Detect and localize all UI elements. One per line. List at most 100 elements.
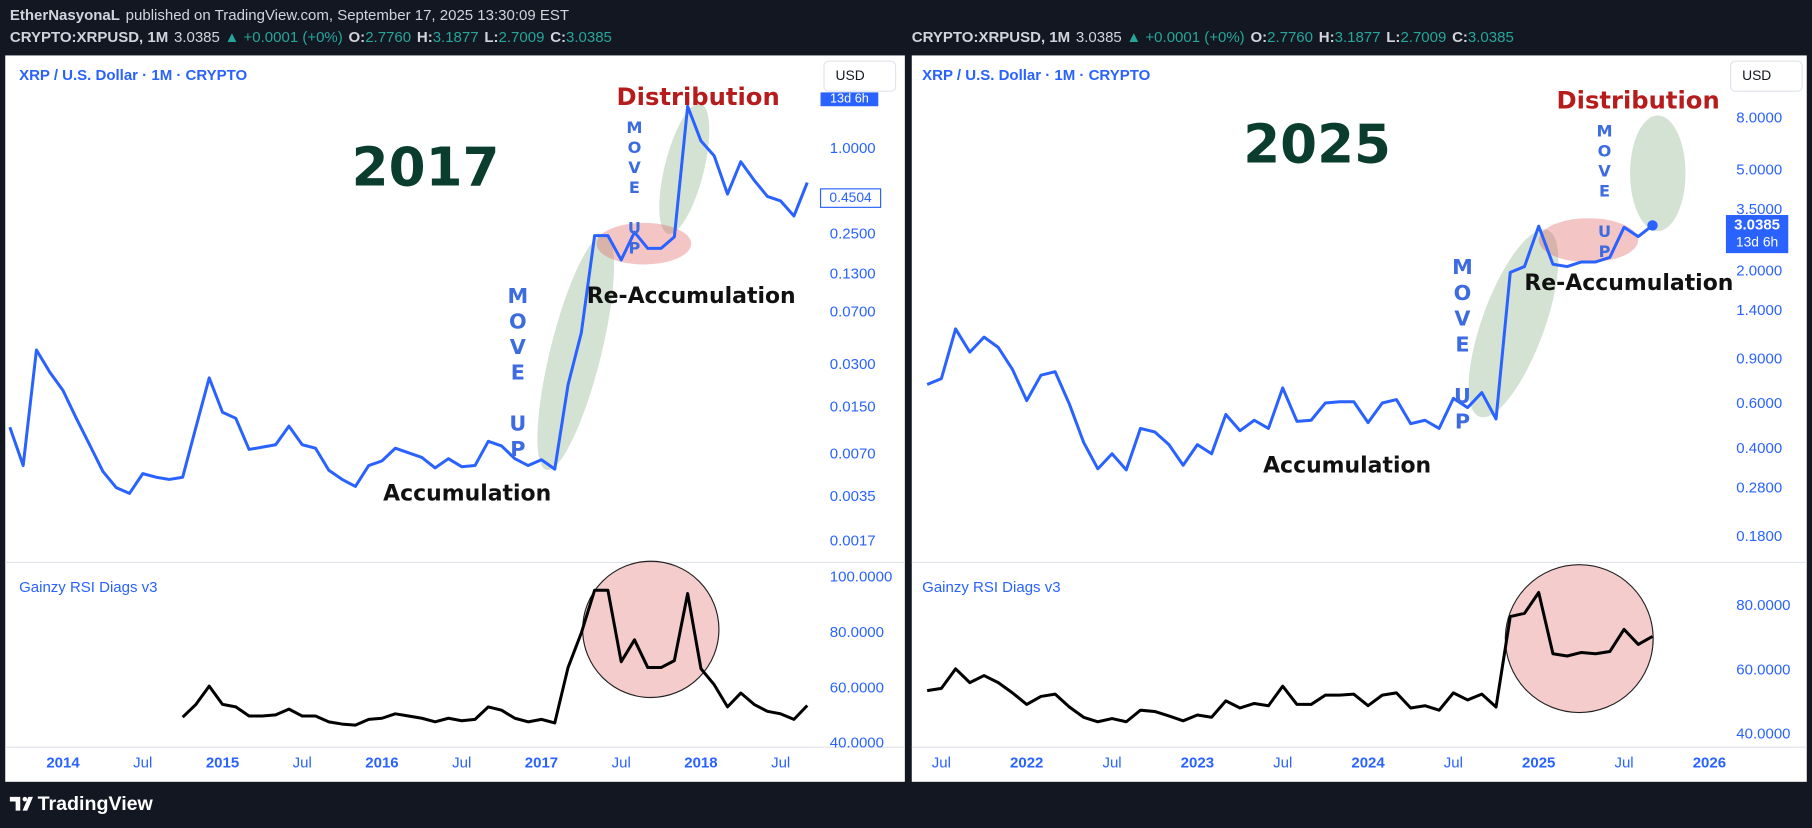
x-tick-label: Jul [1444,754,1463,771]
last-point [1647,220,1658,231]
logo-text: TradingView [38,793,154,815]
annotation: Re-Accumulation [587,284,796,309]
ohlc-value: 3.0385 [566,29,612,46]
x-tick-label: Jul [1614,754,1633,771]
ohlc-label: L: [484,29,498,46]
annotation: Re-Accumulation [1524,271,1733,296]
footer-logo: TradingView [9,793,154,815]
ohlc-value: 3.1877 [1335,29,1381,46]
x-tick-label: Jul [771,754,790,771]
y-tick-label: 0.0017 [830,533,876,550]
symbol: CRYPTO:XRPUSD, 1M [912,29,1070,46]
y-tick-label: 1.4000 [1736,302,1782,319]
symbol-legend: CRYPTO:XRPUSD, 1M 3.0385 ▲ +0.0001 (+0%) O:… [10,29,612,46]
price-tag-label: 3.0385 [1734,216,1780,233]
y2-tick-label: 60.0000 [1736,661,1790,678]
x-tick-label: Jul [1102,754,1121,771]
y-tick-label: 0.1300 [830,266,876,283]
ohlc-value: 2.7009 [1400,29,1446,46]
publish-line: EtherNasyonaL published on TradingView.co… [10,7,569,24]
y2-tick-label: 80.0000 [1736,597,1790,614]
currency-label[interactable]: USD [836,67,865,83]
vertical-annotation: MOVE UP [1450,255,1474,435]
chart-title: 2025 [1243,113,1391,175]
logo-icon [9,796,33,811]
rsi-line [926,590,1654,724]
currency-label[interactable]: USD [1742,67,1771,83]
annotation: Accumulation [1263,454,1431,479]
series-legend: Gainzy RSI Diags v3 [19,579,157,596]
series-group [8,104,809,495]
vertical-annotation: MOVE UP [506,284,530,463]
price-tag [819,188,882,208]
highlight-ellipse [659,103,710,234]
ohlc-label: C: [550,29,566,46]
x-tick-label: Jul [932,754,951,771]
x-tick-label: Jul [452,754,471,771]
x-tick-label: 2018 [684,754,717,771]
y-tick-label: 0.6000 [1736,395,1782,412]
ohlc-value: 3.1877 [433,29,479,46]
published: published on TradingView.com, September … [126,7,569,24]
ohlc-value: 2.7009 [499,29,545,46]
currency-button[interactable] [823,60,897,92]
y2-tick-label: 40.0000 [830,735,884,752]
ohlc-label: O: [1250,29,1267,46]
ohlc-value: 3.0385 [1468,29,1514,46]
x-tick-label: 2026 [1693,754,1726,771]
x-tick-label: 2016 [365,754,398,771]
annotation: Distribution [617,82,780,111]
y-tick-label: 0.4000 [1736,440,1782,457]
price-line [926,224,1654,472]
last-value: 3.0385 [174,29,220,46]
annotation: Distribution [1557,86,1720,115]
highlight-circle [582,560,720,699]
ohlc-label: O: [349,29,366,46]
x-tick-label: 2022 [1010,754,1043,771]
author: EtherNasyonaL [10,7,120,24]
x-tick-label: 2014 [46,754,80,771]
currency-button[interactable] [1729,60,1803,92]
x-tick-label: Jul [1273,754,1292,771]
price-tag-label: 0.4504 [829,189,872,205]
x-tick-label: 2015 [206,754,239,771]
y-tick-label: 0.2800 [1736,479,1782,496]
symbol: CRYPTO:XRPUSD, 1M [10,29,168,46]
ohlc-value: 2.7760 [365,29,411,46]
ohlc-value: 2.7760 [1267,29,1313,46]
change: ▲ +0.0001 (+0%) [225,29,343,46]
series-legend: XRP / U.S. Dollar · 1M · CRYPTO [19,67,247,84]
y-tick-label: 0.0150 [830,399,876,416]
ohlc-label: C: [1452,29,1468,46]
chart-title: 2017 [352,137,500,199]
vertical-annotation: MOVE UP [625,118,644,259]
y-tick-label: 2.0000 [1736,262,1782,279]
y-tick-label: 0.0070 [830,445,876,462]
series-group [926,590,1654,724]
panel-right [911,55,1807,782]
ohlc-label: H: [417,29,433,46]
series-group [926,224,1654,472]
x-tick-label: 2025 [1522,754,1555,771]
x-tick-label: 2023 [1181,754,1214,771]
annotation: Accumulation [383,481,551,506]
y-tick-label: 8.0000 [1736,110,1782,127]
y2-tick-label: 100.0000 [830,568,893,585]
y-tick-label: 3.5000 [1736,201,1782,218]
x-tick-label: Jul [612,754,631,771]
x-tick-label: 2017 [525,754,558,771]
price-tag [1725,215,1789,254]
y2-tick-label: 60.0000 [830,679,884,696]
y-tick-label: 0.0035 [830,488,876,505]
series-group [181,588,809,727]
y2-tick-label: 40.0000 [1736,726,1790,743]
change: ▲ +0.0001 (+0%) [1126,29,1244,46]
last-value: 3.0385 [1076,29,1122,46]
ohlc-label: L: [1386,29,1400,46]
y-tick-label: 5.0000 [1736,161,1782,178]
y-tick-label: 0.2500 [830,225,876,242]
highlight-ellipse [1630,115,1686,231]
countdown: 13d 6h [830,92,869,106]
